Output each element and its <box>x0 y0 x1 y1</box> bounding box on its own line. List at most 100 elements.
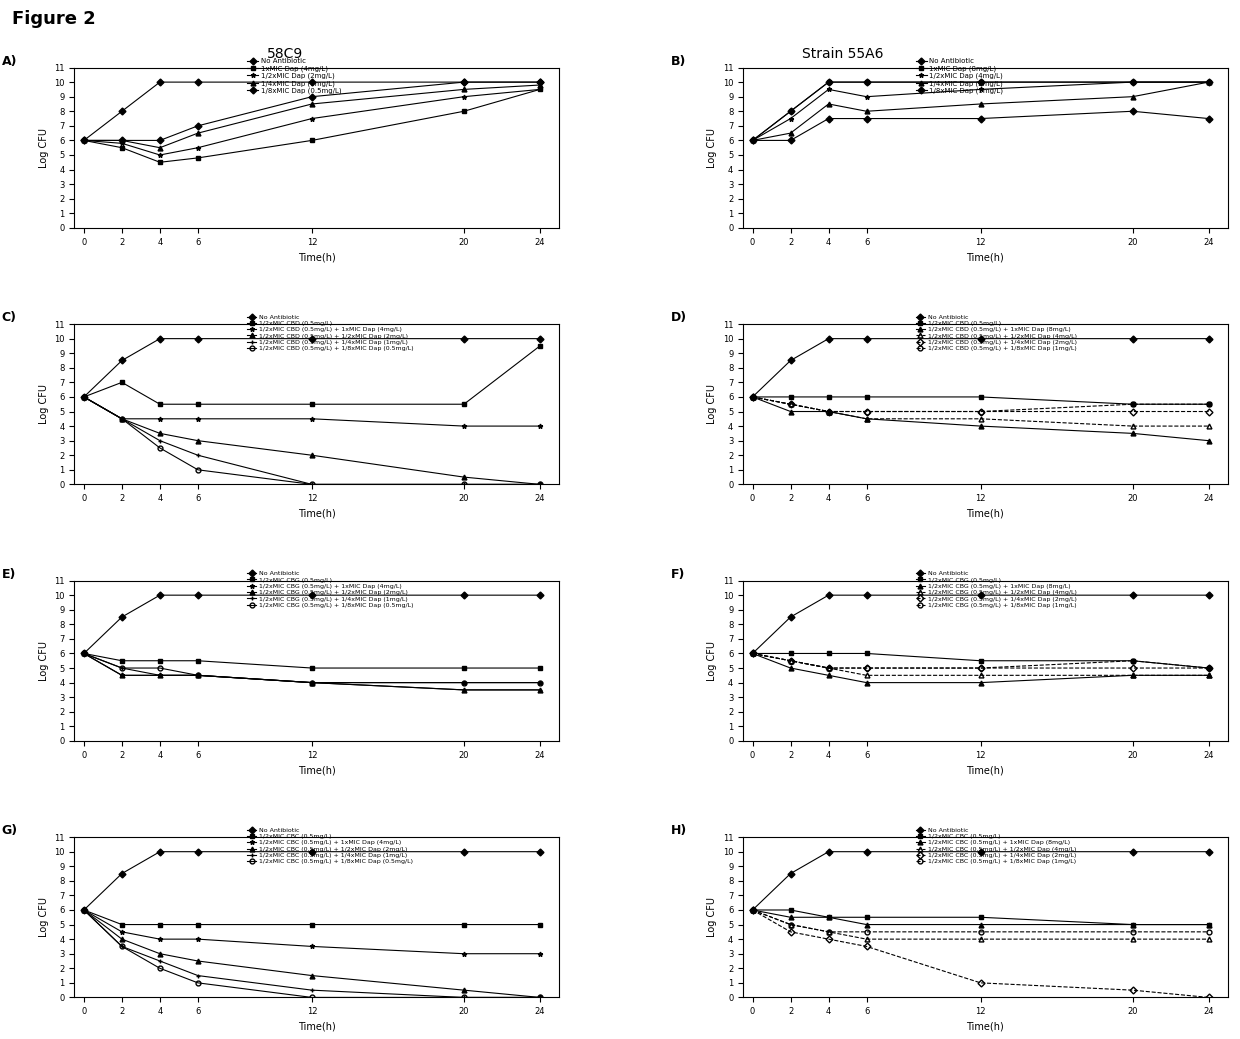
1/2xMIC CBG (0.5mg/L) <box>153 655 167 667</box>
No Antibiotic <box>821 846 836 858</box>
1/2xMIC CBC (0.5mg/L) <box>77 904 92 916</box>
1/2xMIC CBD (0.5mg/L) + 1/2xMIC Dap (4mg/L) <box>784 398 799 410</box>
1/2xMIC CBD (0.5mg/L) + 1/4xMIC Dap (2mg/L) <box>1202 405 1216 418</box>
1/2xMIC CBD (0.5mg/L) + 1/2xMIC Dap (4mg/L) <box>1202 420 1216 432</box>
1/2xMIC Dap (2mg/L) <box>153 149 167 161</box>
1xMIC Dap (8mg/L) <box>1125 76 1140 88</box>
1/2xMIC CBC (0.5mg/L) + 1/4xMIC Dap (2mg/L) <box>821 933 836 945</box>
No Antibiotic <box>1202 589 1216 602</box>
1/2xMIC CBC (0.5mg/L) + 1/4xMIC Dap (2mg/L) <box>973 977 988 989</box>
1/2xMIC CBC (0.5mg/L) + 1/8xMIC Dap (0.5mg/L) <box>77 904 92 916</box>
Line: 1/8xMIC Dap (0.5mg/L): 1/8xMIC Dap (0.5mg/L) <box>82 80 542 142</box>
1/4xMIC Dap (2mg/L) <box>821 98 836 110</box>
Line: 1/2xMIC Dap (4mg/L): 1/2xMIC Dap (4mg/L) <box>750 80 1211 142</box>
1/8xMIC Dap (1mg/L) <box>1125 105 1140 117</box>
1/2xMIC CBC (0.5mg/L) + 1/4xMIC Dap (2mg/L) <box>859 940 874 953</box>
1/2xMIC CBD (0.5mg/L) + 1/8xMIC Dap (0.5mg/L) <box>532 478 547 490</box>
1/8xMIC Dap (0.5mg/L) <box>191 119 206 132</box>
1/2xMIC CBG (0.5mg/L) <box>114 655 129 667</box>
1/2xMIC CBD (0.5mg/L) + 1/4xMIC Dap (1mg/L) <box>77 391 92 403</box>
1/2xMIC CBG (0.5mg/L) + 1/2xMIC Dap (4mg/L) <box>745 647 760 660</box>
1/2xMIC CBC (0.5mg/L) + 1/2xMIC Dap (4mg/L) <box>821 926 836 938</box>
No Antibiotic <box>859 332 874 345</box>
1/2xMIC CBC (0.5mg/L) + 1/2xMIC Dap (4mg/L) <box>745 904 760 916</box>
1/2xMIC CBC (0.5mg/L) + 1/2xMIC Dap (2mg/L) <box>191 955 206 967</box>
1/2xMIC CBG (0.5mg/L) + 1/4xMIC Dap (1mg/L) <box>191 669 206 682</box>
1/2xMIC CBD (0.5mg/L) + 1xMIC Dap (4mg/L) <box>456 420 471 432</box>
1/2xMIC CBC (0.5mg/L) + 1/2xMIC Dap (4mg/L) <box>973 933 988 945</box>
1/4xMIC Dap (1mg/L) <box>532 79 547 91</box>
1/2xMIC CBC (0.5mg/L) + 1xMIC Dap (4mg/L) <box>456 948 471 960</box>
1/2xMIC CBD (0.5mg/L) + 1/8xMIC Dap (0.5mg/L) <box>153 442 167 454</box>
1/2xMIC CBD (0.5mg/L) <box>1125 398 1140 410</box>
1/2xMIC CBD (0.5mg/L) + 1xMIC Dap (8mg/L) <box>784 405 799 418</box>
1/2xMIC CBC (0.5mg/L) + 1/8xMIC Dap (0.5mg/L) <box>305 991 320 1004</box>
No Antibiotic <box>77 134 92 146</box>
1/2xMIC CBC (0.5mg/L) + 1xMIC Dap (4mg/L) <box>77 904 92 916</box>
1/2xMIC CBG (0.5mg/L) + 1/8xMIC Dap (0.5mg/L) <box>532 676 547 689</box>
No Antibiotic <box>114 105 129 117</box>
1/2xMIC CBG (0.5mg/L) <box>745 647 760 660</box>
1/4xMIC Dap (1mg/L) <box>305 98 320 110</box>
Line: 1/2xMIC CBG (0.5mg/L) + 1/8xMIC Dap (0.5mg/L): 1/2xMIC CBG (0.5mg/L) + 1/8xMIC Dap (0.5… <box>82 651 542 685</box>
1/2xMIC CBC (0.5mg/L) <box>456 918 471 931</box>
1/2xMIC Dap (2mg/L) <box>77 134 92 146</box>
1/2xMIC CBD (0.5mg/L) + 1/8xMIC Dap (1mg/L) <box>1125 398 1140 410</box>
1xMIC Dap (8mg/L) <box>821 76 836 88</box>
1/2xMIC CBG (0.5mg/L) + 1/2xMIC Dap (2mg/L) <box>153 669 167 682</box>
1/2xMIC CBG (0.5mg/L) + 1/2xMIC Dap (4mg/L) <box>821 662 836 674</box>
1/2xMIC CBC (0.5mg/L) + 1/8xMIC Dap (0.5mg/L) <box>456 991 471 1004</box>
1/2xMIC CBD (0.5mg/L) + 1/8xMIC Dap (1mg/L) <box>784 398 799 410</box>
1/2xMIC Dap (2mg/L) <box>532 83 547 96</box>
1/2xMIC CBC (0.5mg/L) + 1xMIC Dap (4mg/L) <box>305 940 320 953</box>
1/2xMIC CBD (0.5mg/L) + 1xMIC Dap (4mg/L) <box>153 412 167 425</box>
1/2xMIC CBG (0.5mg/L) + 1/4xMIC Dap (2mg/L) <box>1125 662 1140 674</box>
Y-axis label: Log CFU: Log CFU <box>707 641 717 681</box>
No Antibiotic <box>532 76 547 88</box>
No Antibiotic <box>305 76 320 88</box>
1/2xMIC CBC (0.5mg/L) + 1/2xMIC Dap (4mg/L) <box>1125 933 1140 945</box>
1/2xMIC CBC (0.5mg/L) <box>114 918 129 931</box>
1/2xMIC CBG (0.5mg/L) + 1xMIC Dap (4mg/L) <box>153 669 167 682</box>
1/2xMIC CBC (0.5mg/L) <box>305 918 320 931</box>
Line: 1/2xMIC CBG (0.5mg/L) + 1/4xMIC Dap (1mg/L): 1/2xMIC CBG (0.5mg/L) + 1/4xMIC Dap (1mg… <box>82 651 542 692</box>
1/2xMIC CBD (0.5mg/L) + 1xMIC Dap (8mg/L) <box>973 420 988 432</box>
Y-axis label: Log CFU: Log CFU <box>38 898 48 937</box>
1/2xMIC CBD (0.5mg/L) + 1/4xMIC Dap (1mg/L) <box>114 412 129 425</box>
1/2xMIC CBG (0.5mg/L) + 1/8xMIC Dap (0.5mg/L) <box>305 676 320 689</box>
1/2xMIC CBC (0.5mg/L) + 1/8xMIC Dap (1mg/L) <box>784 918 799 931</box>
1/4xMIC Dap (1mg/L) <box>153 141 167 154</box>
Line: 1/2xMIC CBG (0.5mg/L): 1/2xMIC CBG (0.5mg/L) <box>750 651 1211 670</box>
No Antibiotic <box>532 332 547 345</box>
1/2xMIC CBG (0.5mg/L) + 1/4xMIC Dap (2mg/L) <box>745 647 760 660</box>
1/2xMIC CBG (0.5mg/L) + 1/2xMIC Dap (4mg/L) <box>859 669 874 682</box>
1/2xMIC CBC (0.5mg/L) + 1xMIC Dap (8mg/L) <box>1125 918 1140 931</box>
1/2xMIC Dap (4mg/L) <box>784 112 799 125</box>
1/2xMIC CBC (0.5mg/L) + 1/4xMIC Dap (1mg/L) <box>305 984 320 996</box>
1/2xMIC Dap (4mg/L) <box>1202 76 1216 88</box>
1/2xMIC CBD (0.5mg/L) <box>114 376 129 389</box>
1xMIC Dap (4mg/L) <box>191 152 206 164</box>
Line: No Antibiotic: No Antibiotic <box>82 592 542 656</box>
1/2xMIC Dap (4mg/L) <box>745 134 760 146</box>
1/2xMIC CBG (0.5mg/L) + 1xMIC Dap (4mg/L) <box>456 676 471 689</box>
1/2xMIC CBG (0.5mg/L) + 1/8xMIC Dap (1mg/L) <box>745 647 760 660</box>
X-axis label: Time(h): Time(h) <box>966 1021 1004 1032</box>
Line: No Antibiotic: No Antibiotic <box>750 849 1211 912</box>
Y-axis label: Log CFU: Log CFU <box>38 384 48 424</box>
1/2xMIC CBG (0.5mg/L) + 1/4xMIC Dap (1mg/L) <box>456 684 471 696</box>
1/2xMIC CBG (0.5mg/L) + 1/8xMIC Dap (1mg/L) <box>821 662 836 674</box>
1/2xMIC Dap (4mg/L) <box>973 83 988 96</box>
Line: 1xMIC Dap (8mg/L): 1xMIC Dap (8mg/L) <box>750 80 1211 142</box>
1/2xMIC CBG (0.5mg/L) + 1xMIC Dap (8mg/L) <box>1202 669 1216 682</box>
No Antibiotic <box>191 332 206 345</box>
1/8xMIC Dap (1mg/L) <box>973 112 988 125</box>
No Antibiotic <box>745 904 760 916</box>
No Antibiotic <box>1202 76 1216 88</box>
No Antibiotic <box>745 647 760 660</box>
No Antibiotic <box>114 354 129 367</box>
1/2xMIC CBC (0.5mg/L) + 1/2xMIC Dap (2mg/L) <box>77 904 92 916</box>
No Antibiotic <box>784 105 799 117</box>
1xMIC Dap (8mg/L) <box>1202 76 1216 88</box>
1/2xMIC CBC (0.5mg/L) + 1xMIC Dap (8mg/L) <box>973 918 988 931</box>
